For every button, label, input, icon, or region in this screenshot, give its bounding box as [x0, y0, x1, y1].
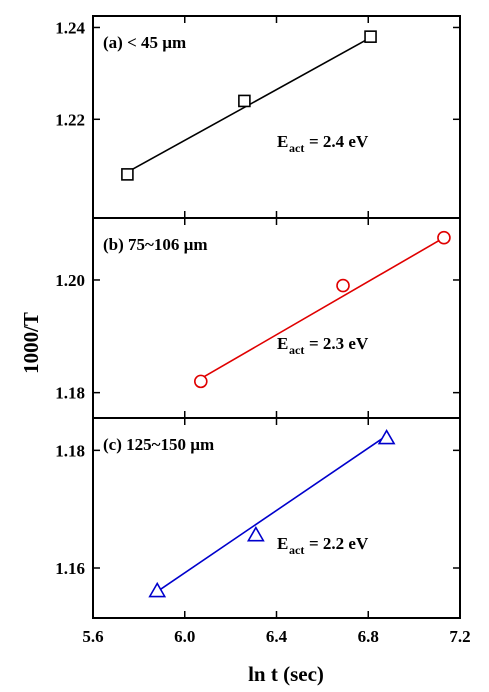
activation-energy-value: = 2.4 eV: [309, 132, 369, 151]
y-tick-label: 1.20: [55, 271, 85, 290]
y-tick-label: 1.16: [55, 559, 85, 578]
x-tick-label: 5.6: [82, 627, 103, 646]
data-point: [336, 278, 350, 293]
data-point: [246, 526, 265, 542]
y-tick-label: 1.24: [55, 18, 85, 37]
data-point: [437, 230, 451, 245]
y-tick-label: 1.22: [55, 110, 85, 129]
data-point: [121, 168, 134, 181]
panel-1: 1.18 1.20 (b) 75~106 µm E act = 2.3 eV: [55, 217, 461, 419]
x-tick-label: 6.0: [174, 627, 195, 646]
activation-energy-value: = 2.2 eV: [309, 534, 369, 553]
data-point: [364, 30, 377, 43]
panel-label: (a) < 45 µm: [103, 33, 186, 52]
panel-label: (c) 125~150 µm: [103, 435, 214, 454]
activation-energy-subscript: act: [289, 343, 304, 357]
y-tick-label: 1.18: [55, 441, 85, 460]
x-tick-label: 6.4: [266, 627, 288, 646]
panel-2: 1.16 1.18 (c) 125~150 µm E act = 2.2 eV: [55, 417, 461, 619]
activation-energy-subscript: act: [289, 543, 304, 557]
fit-line: [156, 434, 388, 593]
panel-0: 1.22 1.24 (a) < 45 µm E act = 2.4 eV: [55, 15, 461, 219]
data-point: [377, 428, 396, 445]
activation-energy-value: = 2.3 eV: [309, 334, 369, 353]
x-axis-label: ln t (sec): [248, 662, 324, 686]
data-point: [148, 581, 167, 598]
x-tick-label: 7.2: [449, 627, 470, 646]
y-tick-label: 1.18: [55, 384, 85, 403]
panels: 1.22 1.24 (a) < 45 µm E act = 2.4 eV 1.18 1.20…: [55, 15, 461, 619]
activation-energy-label: E: [277, 132, 288, 151]
fit-line: [200, 237, 445, 380]
data-point: [238, 94, 251, 108]
activation-energy-label: E: [277, 334, 288, 353]
y-axis-label: 1000/T: [19, 312, 43, 374]
activation-energy-label: E: [277, 534, 288, 553]
panel-label: (b) 75~106 µm: [103, 235, 208, 254]
x-tick-label: 6.8: [358, 627, 379, 646]
activation-energy-subscript: act: [289, 141, 304, 155]
data-point: [194, 374, 208, 389]
x-axis-ticks: 5.6 6.0 6.4 6.8 7.2: [82, 627, 470, 646]
